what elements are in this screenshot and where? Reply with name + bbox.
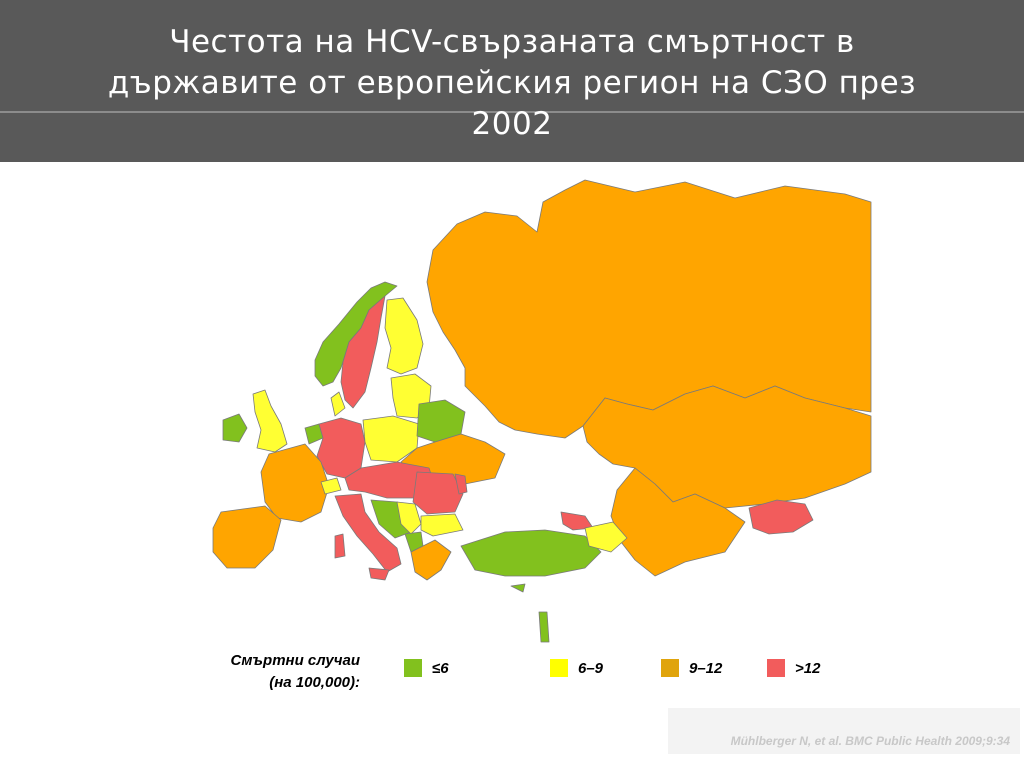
- region-ireland: [222, 413, 248, 443]
- legend-swatch: [404, 659, 422, 677]
- region-denmark: [330, 391, 346, 417]
- legend-label: ≤6: [432, 659, 449, 677]
- title-divider: [0, 111, 1024, 113]
- legend-caption-line-1: Смъртни случаи: [230, 652, 361, 669]
- region-switzerland: [320, 477, 342, 495]
- region-moldova: [454, 473, 468, 495]
- region-uk: [252, 389, 288, 453]
- title-line-2: държавите от европейския регион на СЗО п…: [107, 65, 917, 101]
- region-serbia: [396, 501, 422, 535]
- legend-swatch: [767, 659, 785, 677]
- region-cyprus: [510, 583, 526, 593]
- legend-item-6-9: 6–9: [550, 658, 603, 678]
- legend-item-9-12: 9–12: [661, 658, 722, 678]
- region-kyrgyzstan: [748, 499, 814, 535]
- citation: Mühlberger N, et al. BMC Public Health 2…: [668, 708, 1020, 754]
- region-israel: [538, 611, 550, 643]
- legend-caption: Смъртни случаи (на 100,000):: [170, 650, 361, 694]
- region-central-europe: [344, 461, 436, 499]
- slide-title: Честота на HCV-свързаната смъртност в дъ…: [60, 22, 964, 145]
- region-poland: [362, 415, 420, 463]
- region-bulgaria: [420, 513, 464, 537]
- region-sicily: [368, 567, 390, 581]
- region-finland: [384, 297, 424, 375]
- region-iberia: [212, 505, 282, 569]
- region-germany: [316, 417, 366, 479]
- title-bar: Честота на HCV-свързаната смъртност в дъ…: [0, 0, 1024, 162]
- region-sardinia: [334, 533, 346, 559]
- legend-label: >12: [795, 659, 821, 677]
- legend-label: 6–9: [578, 659, 604, 677]
- region-sweden: [340, 295, 386, 409]
- legend-label: 9–12: [689, 659, 723, 677]
- region-georgia: [560, 511, 594, 531]
- region-italy: [334, 493, 402, 573]
- legend-caption-line-2: (на 100,000):: [269, 674, 360, 691]
- legend-item-le6: ≤6: [404, 658, 449, 678]
- region-turkey: [460, 529, 602, 577]
- legend-swatch: [661, 659, 679, 677]
- legend-swatch: [550, 659, 568, 677]
- title-line-3: 2002: [471, 106, 553, 142]
- region-caucasus: [584, 521, 628, 553]
- region-kazakhstan: [582, 385, 872, 509]
- region-france: [260, 443, 330, 523]
- region-greece: [410, 539, 452, 581]
- region-central-asia: [610, 467, 746, 577]
- region-romania: [412, 471, 464, 515]
- legend-item-gt12: >12: [767, 658, 820, 678]
- title-line-1: Честота на HCV-свързаната смъртност в: [169, 24, 855, 60]
- europe-choropleth-map: [212, 179, 872, 643]
